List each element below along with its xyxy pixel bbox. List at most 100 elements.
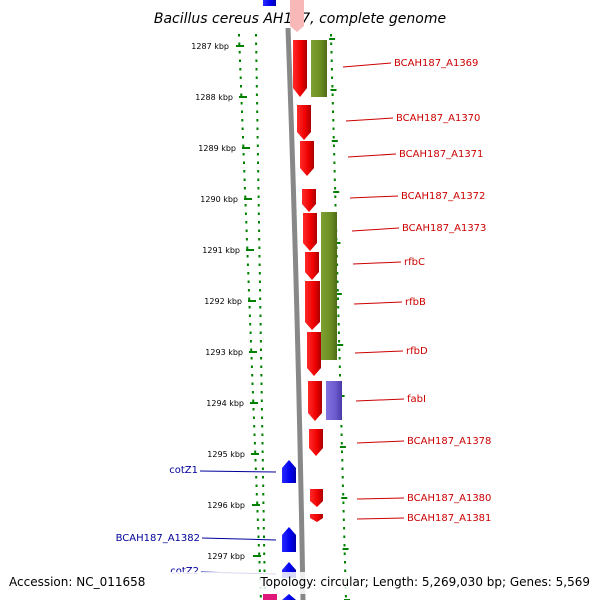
tick-dot	[243, 161, 245, 164]
gene-label[interactable]: BCAH187_A1378	[407, 436, 491, 447]
tick-dot	[258, 229, 261, 232]
tick-dot	[336, 272, 339, 275]
gene-label[interactable]: fabI	[407, 394, 426, 405]
tick-dot	[343, 535, 346, 538]
gene-arrow-forward[interactable]	[303, 213, 317, 251]
tick-dot	[249, 323, 252, 326]
tick-dot	[331, 102, 334, 105]
tick-dot	[255, 42, 258, 45]
tick-dot	[331, 76, 334, 79]
label-leader-line	[201, 537, 277, 541]
tick-dot	[333, 178, 336, 181]
tick-dot	[246, 263, 249, 266]
gene-label[interactable]: BCAH187_A1370	[396, 113, 480, 124]
tick-dot	[263, 544, 266, 547]
gene-arrow-forward[interactable]	[290, 0, 304, 32]
tick-dot	[262, 510, 265, 513]
tick-dot	[333, 161, 336, 164]
gene-arrow-forward[interactable]	[309, 429, 323, 456]
gene-arrow-reverse[interactable]	[282, 460, 296, 483]
tick-dot	[332, 110, 334, 113]
tick-dot	[258, 246, 261, 249]
tick-dot	[333, 153, 336, 156]
gene-label[interactable]: BCAH187_A1382	[116, 533, 200, 544]
scale-tick	[239, 96, 247, 98]
tick-dot	[340, 433, 343, 436]
tick-dot	[259, 595, 262, 598]
scale-tick	[253, 555, 261, 557]
tick-dot	[338, 340, 341, 343]
tick-mark	[334, 242, 341, 244]
tick-dot	[248, 306, 251, 309]
gene-label[interactable]: BCAH187_A1369	[394, 58, 478, 69]
tick-mark	[342, 548, 349, 550]
gene-arrow-forward[interactable]	[302, 189, 316, 212]
tick-dot	[259, 289, 262, 292]
gene-label[interactable]: BCAH187_A1380	[407, 493, 491, 504]
tick-dot	[260, 408, 263, 411]
tick-dot	[332, 144, 335, 147]
gene-label[interactable]: BCAH187_A1381	[407, 513, 491, 524]
gene-label[interactable]: BCAH187_A1371	[399, 149, 483, 160]
scale-axis: 1287 kbp 1288 kbp 1289 kbp 1290 kbp 1291…	[191, 42, 261, 561]
scale-label: 1293 kbp	[205, 348, 243, 357]
tick-dot	[337, 331, 340, 334]
tick-dot	[257, 178, 260, 181]
gene-arrow-forward[interactable]	[300, 141, 314, 176]
gene-arrow-forward[interactable]	[305, 252, 319, 280]
gene-arrow-reverse[interactable]	[263, 0, 276, 6]
tick-dot	[243, 178, 246, 181]
gene-label[interactable]: cotZ2	[170, 566, 199, 577]
gene-label[interactable]: BCAH187_A1373	[402, 223, 486, 234]
tick-dot	[263, 569, 266, 572]
tick-dot	[337, 323, 340, 326]
label-leader-line	[356, 497, 405, 500]
gene-label[interactable]: rfbC	[404, 257, 425, 268]
gene-arrow-reverse[interactable]	[282, 527, 296, 552]
scale-label: 1295 kbp	[207, 450, 245, 459]
gene-label[interactable]: rfbD	[406, 346, 428, 357]
tick-dot	[343, 527, 346, 530]
tick-dot	[330, 68, 333, 71]
gene-arrow-forward[interactable]	[293, 40, 307, 97]
gene-arrow-forward[interactable]	[307, 332, 321, 376]
label-leader-line	[352, 261, 402, 265]
tick-dot	[257, 161, 259, 164]
gene-arrow-forward[interactable]	[310, 489, 323, 507]
tick-dot	[245, 238, 248, 241]
label-leader-line	[356, 440, 405, 444]
tick-dot	[243, 187, 246, 190]
tick-dot	[262, 493, 265, 496]
gene-arrow-reverse[interactable]	[263, 594, 277, 600]
tick-dot	[332, 119, 335, 122]
gene-label[interactable]: cotZ1	[169, 465, 198, 476]
tick-dot	[338, 357, 341, 360]
scale-tick	[252, 504, 260, 506]
tick-dot	[260, 357, 263, 360]
tick-dot	[257, 527, 260, 530]
tick-dot	[238, 34, 240, 37]
gene-label[interactable]: rfbB	[405, 297, 426, 308]
tick-dot	[260, 374, 263, 377]
scale-tick	[244, 198, 252, 200]
scale-label: 1287 kbp	[191, 42, 229, 51]
tick-dot	[255, 493, 258, 496]
gene-arrow-forward[interactable]	[297, 105, 311, 140]
gene-arrow-reverse[interactable]	[282, 594, 296, 600]
tick-dot	[332, 127, 335, 130]
tick-dot	[262, 527, 265, 530]
gene-label[interactable]: BCAH187_A1372	[401, 191, 485, 202]
gene-arrow-forward[interactable]	[308, 381, 322, 421]
tick-dot	[239, 68, 242, 71]
gene-arrow-forward[interactable]	[305, 281, 320, 330]
tick-dot	[341, 476, 344, 479]
tick-dot	[250, 365, 253, 368]
gene-arrow-forward[interactable]	[310, 514, 323, 522]
tick-dot	[255, 85, 258, 88]
tick-dot	[238, 51, 241, 54]
scale-label: 1296 kbp	[207, 501, 245, 510]
scale-label: 1288 kbp	[195, 93, 233, 102]
tick-dot	[256, 518, 259, 521]
scale-label: 1290 kbp	[200, 195, 238, 204]
